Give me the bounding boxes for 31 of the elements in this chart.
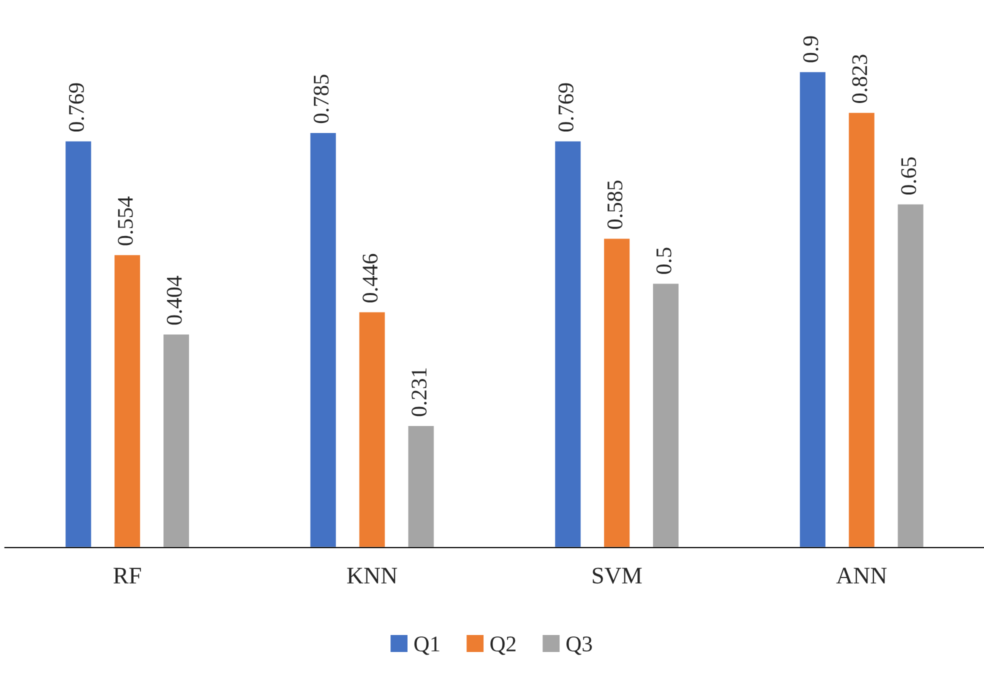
bar	[896, 202, 925, 548]
legend-label: Q3	[566, 636, 592, 655]
bar	[113, 254, 142, 548]
data-label: 0.9	[803, 36, 818, 62]
data-label: 0.231	[412, 368, 427, 416]
bar	[64, 140, 93, 548]
bar	[652, 282, 680, 548]
bar	[162, 333, 190, 548]
data-label: 0.823	[852, 54, 868, 103]
bar	[847, 111, 876, 548]
bar	[798, 70, 827, 548]
bar	[308, 132, 338, 548]
bar	[406, 424, 436, 548]
data-label: 0.785	[314, 74, 329, 124]
data-label: 0.769	[68, 83, 84, 132]
data-label: 0.554	[118, 196, 133, 246]
legend-label: Q2	[490, 636, 516, 655]
x-tick-label: KNN	[347, 568, 398, 584]
x-tick-label: ANN	[836, 568, 887, 584]
legend-label: Q1	[414, 636, 440, 655]
bar	[602, 237, 631, 548]
x-tick-label: SVM	[592, 568, 642, 584]
bar	[554, 140, 582, 548]
data-label: 0.404	[166, 276, 182, 325]
data-label: 0.446	[362, 254, 378, 302]
bar	[358, 310, 386, 548]
data-label: 0.585	[607, 180, 623, 229]
data-label: 0.769	[558, 83, 574, 132]
x-tick-label: RF	[114, 568, 141, 584]
data-label: 0.5	[656, 248, 672, 274]
data-label: 0.65	[901, 157, 916, 194]
